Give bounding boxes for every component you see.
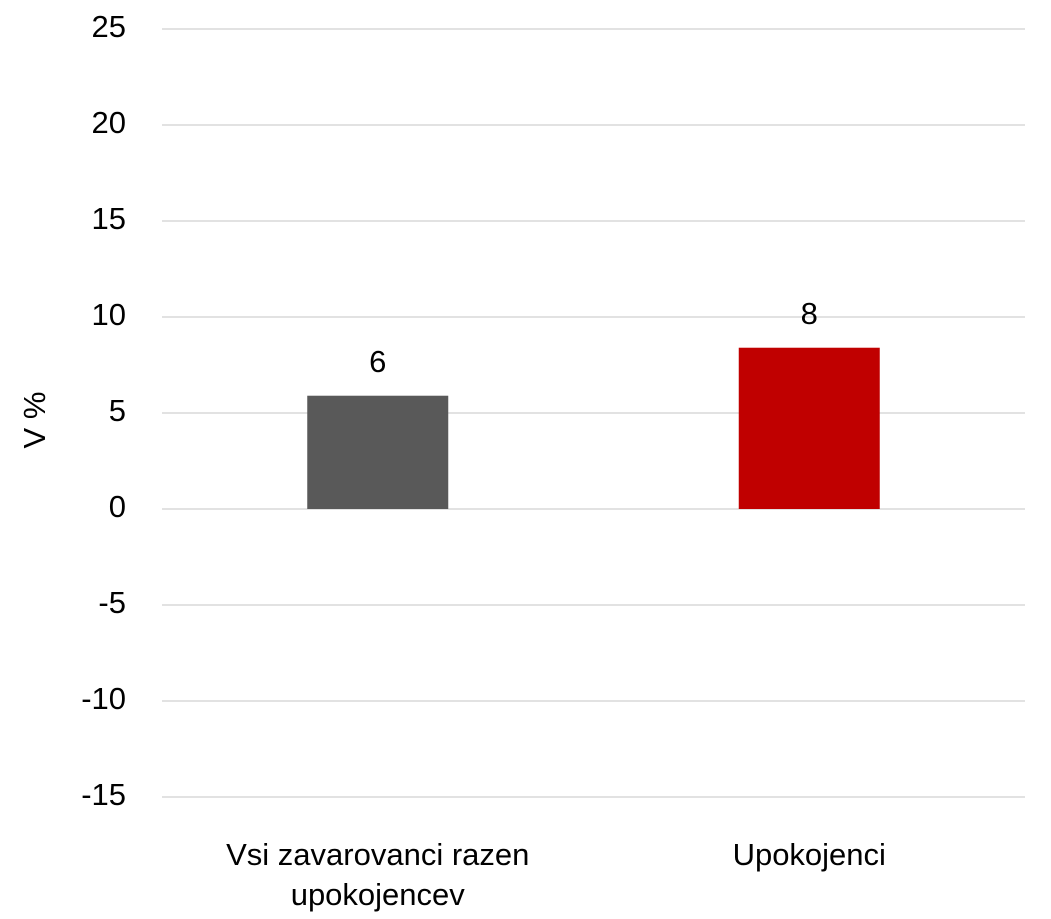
y-tick-label: 0 [109, 489, 126, 524]
bar [307, 395, 449, 509]
y-tick-label: 20 [92, 105, 126, 140]
y-tick-label: -5 [98, 585, 126, 620]
x-tick-label: Vsi zavarovanci razen upokojencev [226, 837, 529, 912]
bar [738, 347, 880, 509]
y-tick-label: -10 [81, 681, 126, 716]
y-axis-label: V % [17, 392, 52, 449]
y-tick-label: 10 [92, 297, 126, 332]
x-tick-label-line: Upokojenci [733, 837, 886, 872]
y-tick-label: 25 [92, 9, 126, 44]
y-tick-label: 15 [92, 201, 126, 236]
x-tick-label-line: upokojencev [291, 877, 466, 912]
y-tick-label: 5 [109, 393, 126, 428]
y-tick-label: -15 [81, 777, 126, 812]
data-label: 8 [801, 296, 818, 331]
x-tick-label-line: Vsi zavarovanci razen [226, 837, 529, 872]
x-tick-label: Upokojenci [733, 837, 886, 872]
data-label: 6 [369, 344, 386, 379]
